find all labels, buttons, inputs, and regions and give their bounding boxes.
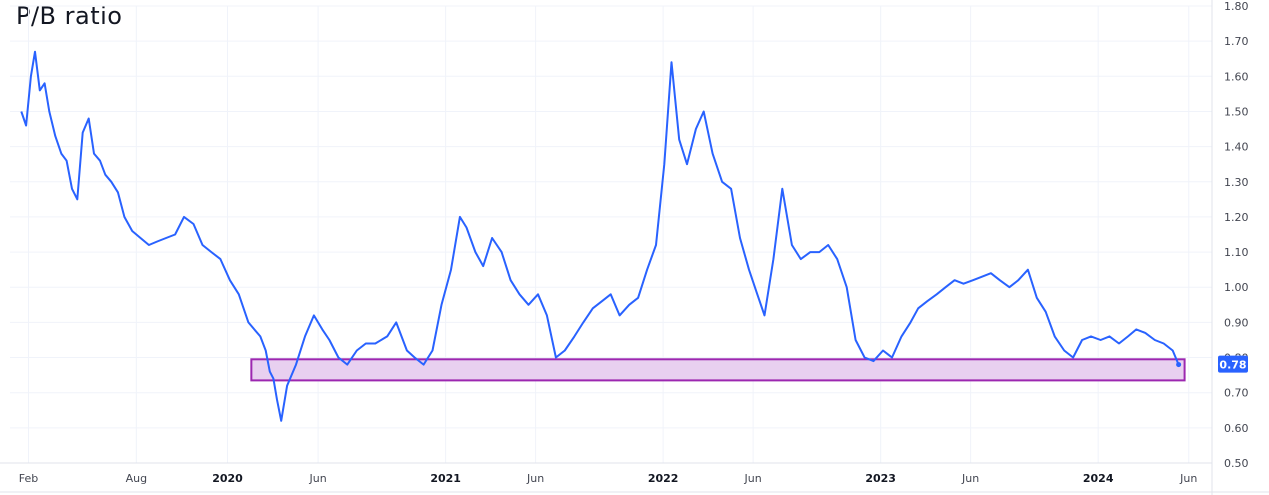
x-tick-label: Feb (19, 472, 38, 485)
x-tick-label: 2021 (430, 472, 461, 485)
y-tick-label: 1.60 (1224, 70, 1249, 83)
y-tick-label: 1.50 (1224, 105, 1249, 118)
last-point-marker (1176, 362, 1182, 368)
x-tick-label: Jun (744, 472, 762, 485)
y-tick-label: 1.20 (1224, 211, 1249, 224)
y-tick-label: 1.30 (1224, 176, 1249, 189)
x-tick-label: Jun (1179, 472, 1197, 485)
chart-title: P/B ratio (16, 2, 123, 30)
last-value-label: 0.78 (1219, 359, 1246, 372)
last-value-badge (1218, 355, 1248, 373)
x-tick-label: 2022 (648, 472, 679, 485)
x-tick-label: 2024 (1083, 472, 1114, 485)
y-tick-label: 0.50 (1224, 457, 1249, 470)
y-tick-label: 1.80 (1224, 0, 1249, 13)
y-tick-label: 1.10 (1224, 246, 1249, 259)
x-tick-label: 2020 (212, 472, 243, 485)
y-tick-label: 0.90 (1224, 316, 1249, 329)
y-tick-label: 0.70 (1224, 387, 1249, 400)
x-tick-label: Aug (126, 472, 147, 485)
x-tick-label: Jun (309, 472, 327, 485)
y-tick-label: 1.40 (1224, 141, 1249, 154)
y-tick-label: 1.00 (1224, 281, 1249, 294)
y-tick-label: 1.70 (1224, 35, 1249, 48)
x-tick-label: Jun (961, 472, 979, 485)
x-tick-label: Jun (526, 472, 544, 485)
x-tick-label: 2023 (865, 472, 896, 485)
pb-ratio-line (20, 50, 1180, 422)
grid (10, 5, 1212, 464)
series-layer (20, 50, 1182, 422)
y-tick-label: 0.60 (1224, 422, 1249, 435)
highlight-band-layer (250, 358, 1186, 382)
support-zone-rect (250, 358, 1186, 382)
